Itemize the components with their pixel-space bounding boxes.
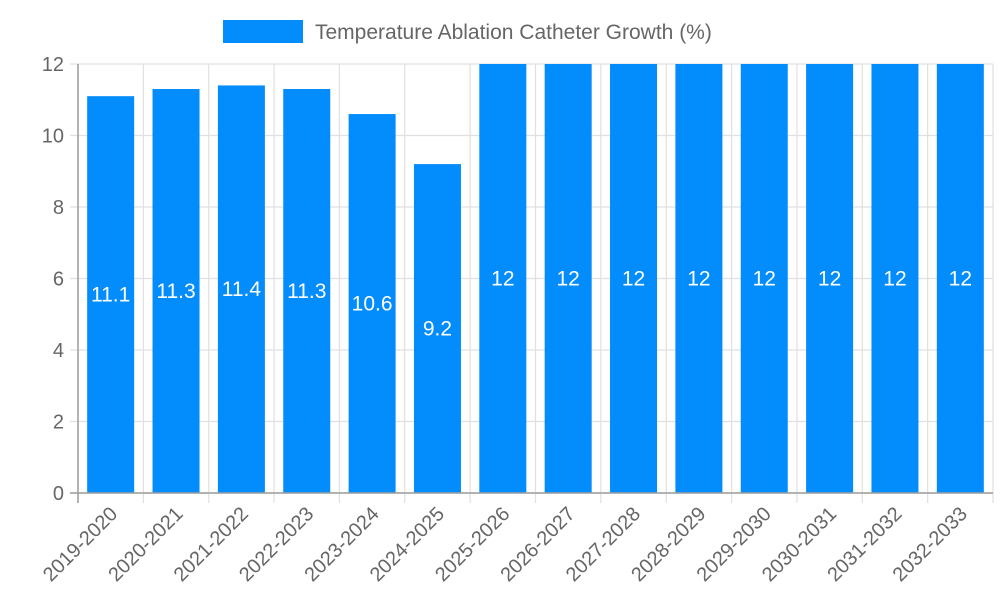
bar[interactable] [544, 64, 592, 493]
bar-value-label: 12 [687, 268, 710, 291]
data-labels: 11.1 11.3 11.4 11.3 10.6 9.2 12 12 12 12 12 12 12 12 [91, 268, 972, 341]
x-axis-labels: 2019-20202020-20212021-20222022-20232023… [39, 503, 972, 586]
bar-value-label: 12 [622, 268, 645, 291]
bar[interactable] [871, 64, 919, 493]
bar[interactable] [740, 64, 788, 493]
bar-value-label: 11.4 [222, 278, 262, 301]
y-axis-labels: 0 2 4 6 8 10 12 [42, 54, 64, 505]
bar-value-label: 12 [556, 268, 579, 291]
y-tick-label: 0 [53, 483, 64, 505]
bar-value-label: 11.3 [156, 280, 195, 303]
y-tick-label: 10 [42, 126, 64, 148]
legend[interactable]: Temperature Ablation Catheter Growth (%) [223, 20, 712, 44]
bar-value-label: 9.2 [423, 318, 452, 341]
bar[interactable] [348, 114, 396, 494]
bar-value-label: 12 [883, 268, 906, 291]
bar[interactable] [87, 96, 135, 494]
y-tick-label: 6 [53, 269, 64, 291]
legend-label[interactable]: Temperature Ablation Catheter Growth (%) [315, 21, 712, 44]
bar-value-label: 12 [949, 268, 972, 291]
y-tick-label: 2 [53, 412, 64, 434]
bar[interactable] [217, 85, 265, 493]
bar-value-label: 12 [491, 268, 514, 291]
bar-value-label: 11.3 [287, 280, 326, 303]
y-tick-label: 8 [53, 197, 64, 219]
bar[interactable] [479, 64, 527, 493]
bar[interactable] [152, 89, 200, 494]
bar[interactable] [413, 164, 461, 493]
bar-value-label: 12 [753, 268, 776, 291]
bar-value-label: 12 [818, 268, 841, 291]
bar[interactable] [936, 64, 984, 493]
bar[interactable] [675, 64, 723, 493]
grid-lines [70, 63, 994, 503]
legend-swatch[interactable] [223, 20, 303, 43]
y-tick-label: 4 [53, 340, 64, 362]
bars [87, 64, 984, 494]
bar[interactable] [610, 64, 658, 493]
bar[interactable] [806, 64, 854, 493]
y-tick-label: 12 [42, 54, 64, 76]
bar[interactable] [283, 89, 331, 494]
bar-value-label: 11.1 [91, 284, 130, 307]
axes [70, 64, 993, 503]
bar-value-label: 10.6 [352, 293, 393, 316]
